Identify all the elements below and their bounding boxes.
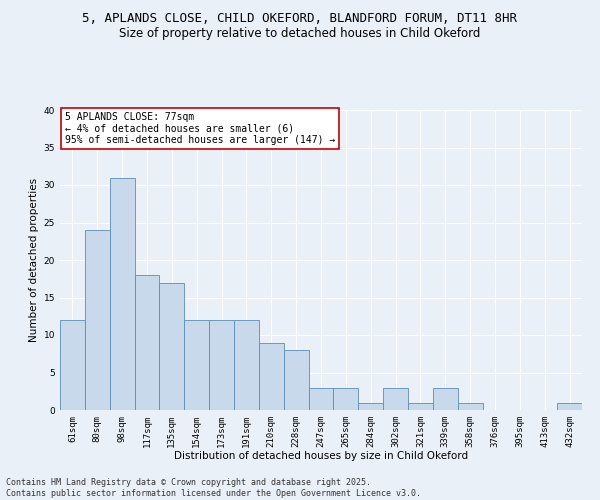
Bar [284,350,308,410]
Bar [358,402,383,410]
Bar [110,178,134,410]
Text: 5 APLANDS CLOSE: 77sqm
← 4% of detached houses are smaller (6)
95% of semi-detac: 5 APLANDS CLOSE: 77sqm ← 4% of detached … [65,112,335,144]
Bar [458,402,482,410]
Y-axis label: Number of detached properties: Number of detached properties [29,178,40,342]
Bar [308,388,334,410]
Bar [383,388,408,410]
Bar [134,275,160,410]
Bar [259,342,284,410]
Bar [334,388,358,410]
Bar [433,388,458,410]
Bar [160,282,184,410]
Bar [184,320,209,410]
Bar [85,230,110,410]
Bar [557,402,582,410]
Bar [60,320,85,410]
Text: Contains HM Land Registry data © Crown copyright and database right 2025.
Contai: Contains HM Land Registry data © Crown c… [6,478,421,498]
Bar [408,402,433,410]
Bar [234,320,259,410]
X-axis label: Distribution of detached houses by size in Child Okeford: Distribution of detached houses by size … [174,452,468,462]
Text: Size of property relative to detached houses in Child Okeford: Size of property relative to detached ho… [119,28,481,40]
Bar [209,320,234,410]
Text: 5, APLANDS CLOSE, CHILD OKEFORD, BLANDFORD FORUM, DT11 8HR: 5, APLANDS CLOSE, CHILD OKEFORD, BLANDFO… [83,12,517,26]
